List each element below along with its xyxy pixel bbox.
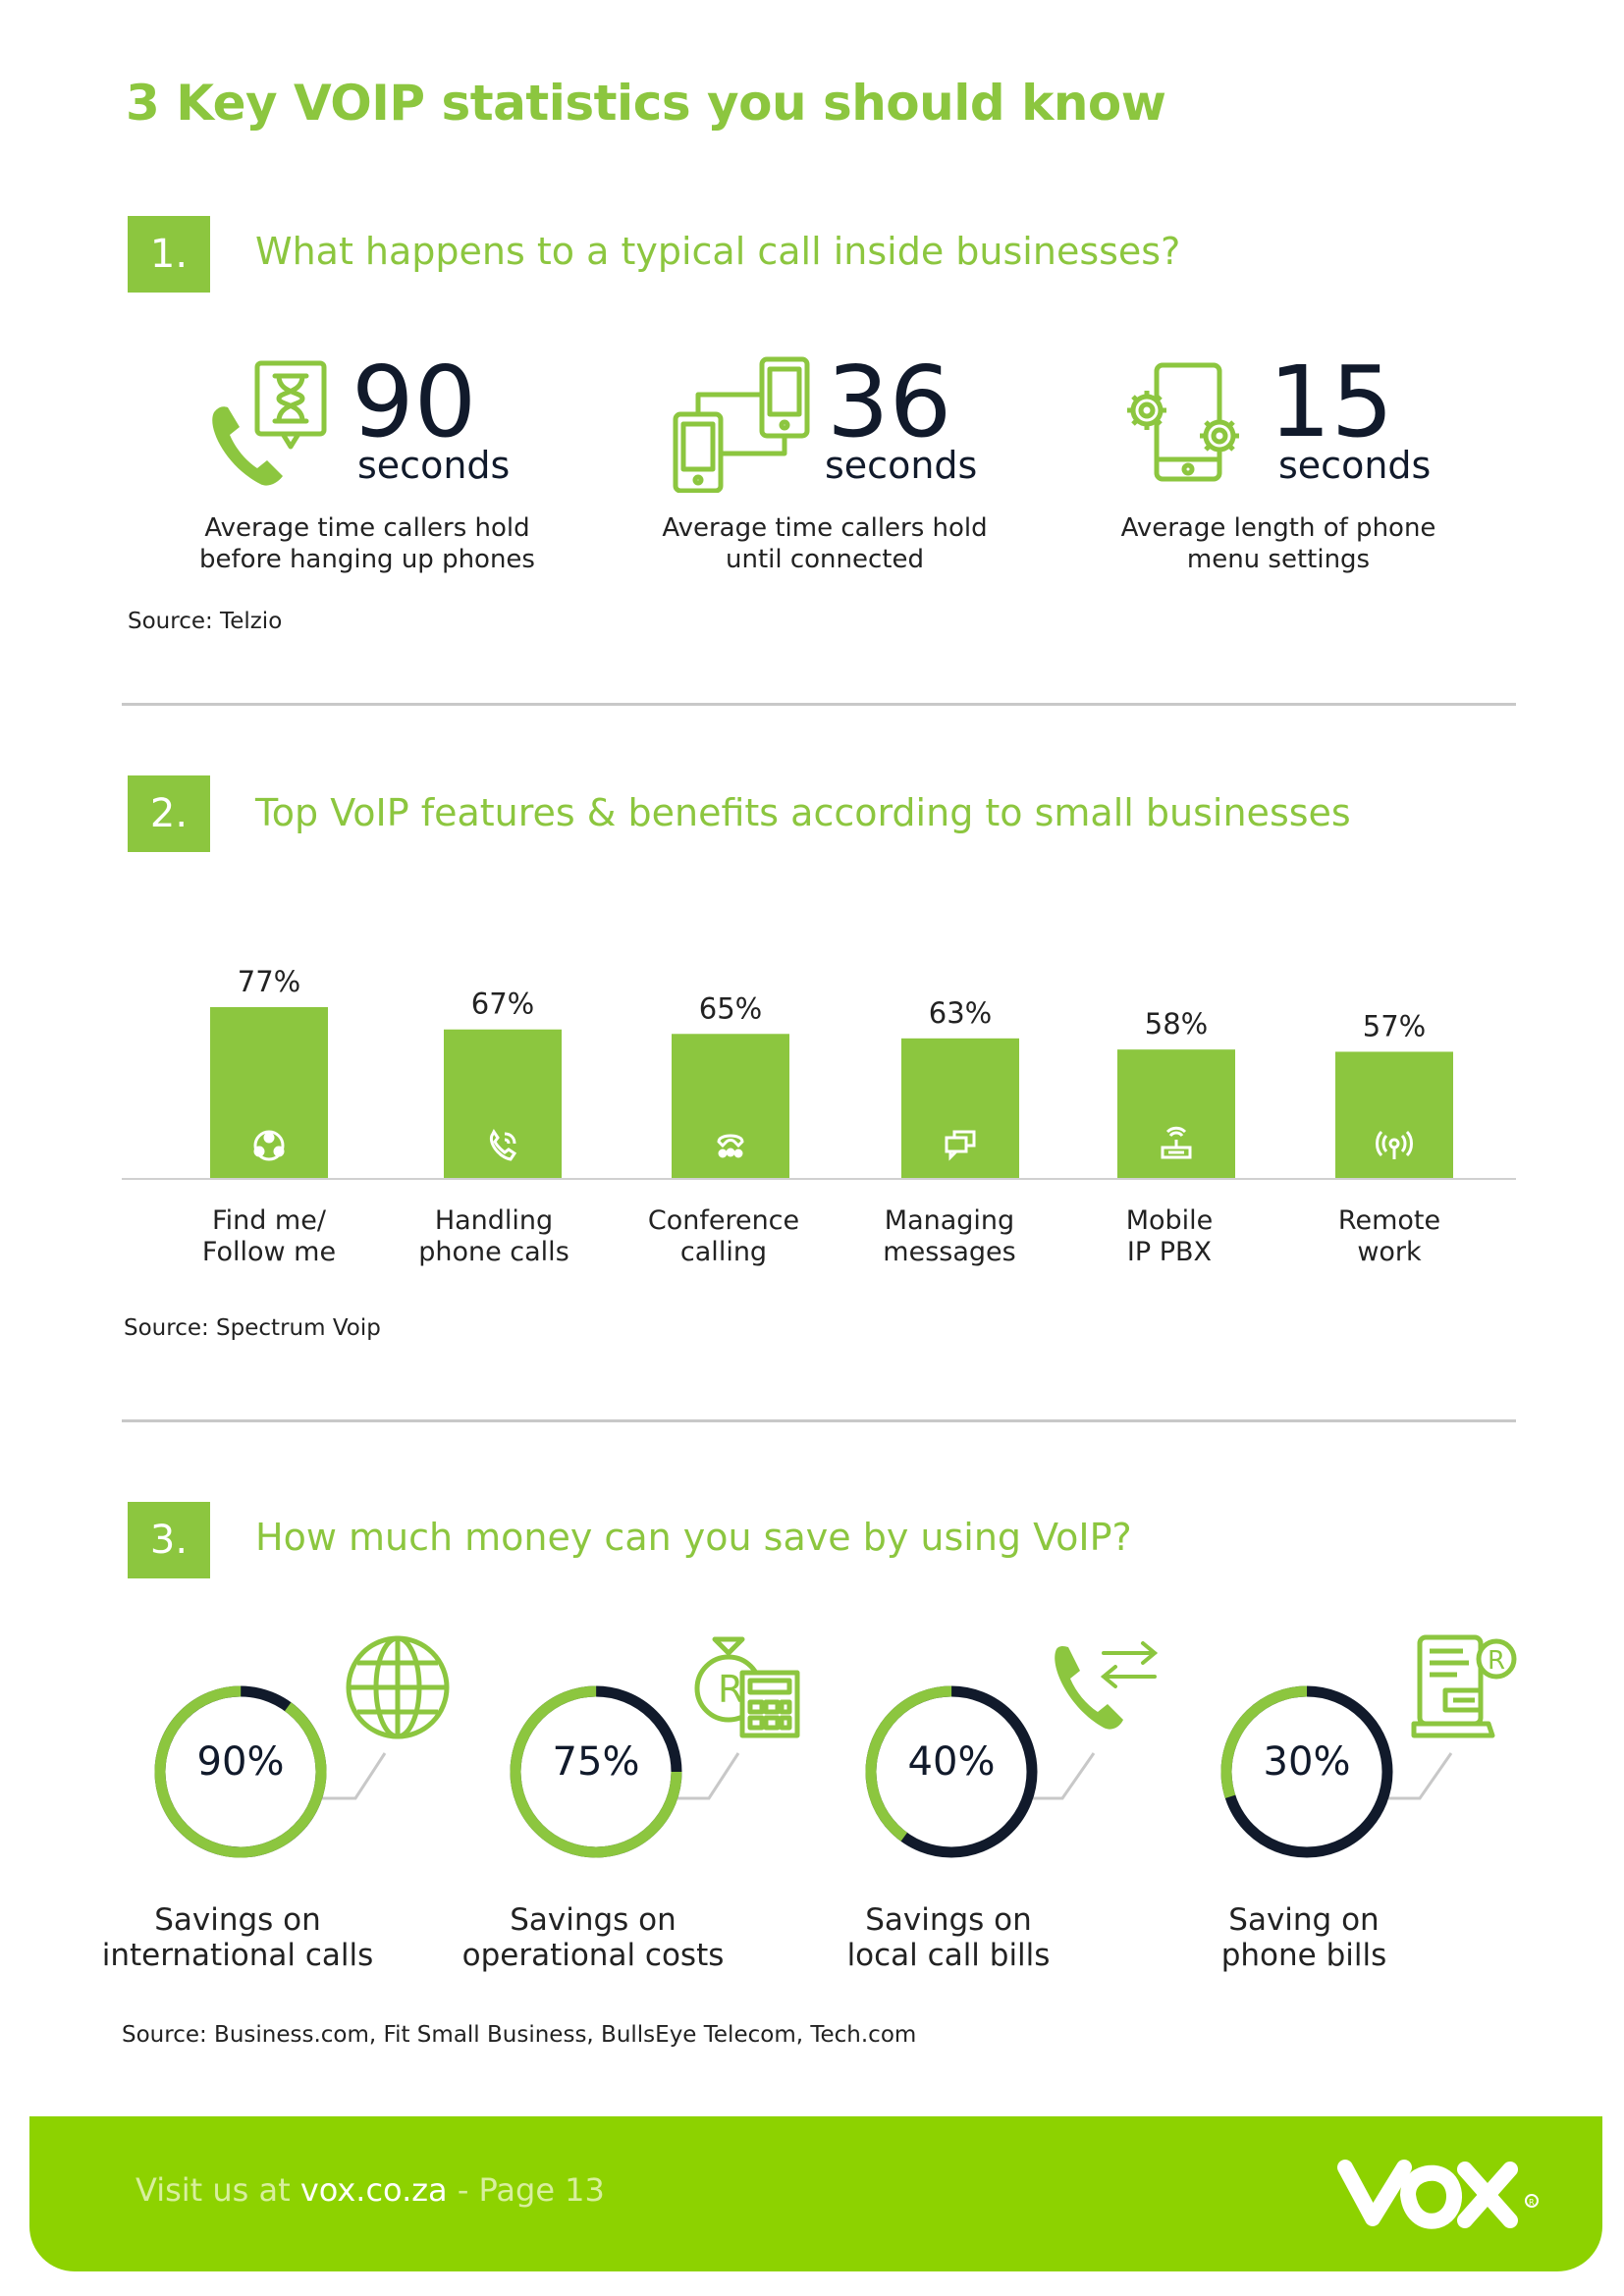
category-label: Mobile IP PBX (1125, 1205, 1214, 1267)
bar-value-label: 58% (1145, 1007, 1208, 1041)
antenna-icon (1376, 1130, 1413, 1159)
savings-label: Savings on local call bills (846, 1902, 1051, 1973)
savings-label: Saving on phone bills (1220, 1902, 1387, 1973)
stat-3-value: 15 (1269, 345, 1394, 459)
category-label: Find me/ Follow me (201, 1205, 337, 1267)
footer-prefix: Visit us at (135, 2171, 300, 2209)
category-label: Remote work (1337, 1205, 1441, 1267)
connected-phones-icon (673, 356, 810, 493)
bar (210, 1007, 328, 1179)
messages-icon (945, 1130, 976, 1161)
stat-3-unit: seconds (1278, 444, 1432, 487)
donut-fill (865, 1685, 1038, 1858)
section-3-number: 3. (128, 1502, 210, 1578)
savings-value: 90% (196, 1739, 285, 1785)
svg-text:R: R (1488, 1646, 1505, 1676)
savings-label: Savings on operational costs (461, 1902, 725, 1973)
footer-link[interactable]: vox.co.za (299, 2171, 448, 2209)
bill-icon: R (1411, 1634, 1517, 1738)
router-icon (1161, 1126, 1192, 1159)
phone-hourglass-icon (212, 360, 327, 486)
bar-value-label: 67% (471, 988, 534, 1021)
section-1-number: 1. (128, 216, 210, 293)
stat-1-description: Average time callers hold before hanging… (199, 513, 535, 574)
divider (122, 703, 1516, 706)
registered-mark: R (1529, 2198, 1535, 2207)
category-label: Managing messages (883, 1205, 1016, 1267)
follow-me-icon (253, 1130, 285, 1161)
bar (901, 1038, 1019, 1179)
svg-text:R: R (718, 1668, 743, 1711)
savings-donut (154, 1685, 327, 1858)
vox-logo: R (1337, 2160, 1539, 2229)
savings-label: Savings on international calls (101, 1902, 374, 1973)
bar (444, 1029, 562, 1179)
donut-fill (154, 1685, 327, 1858)
donut-fill (510, 1685, 682, 1858)
savings-donut (510, 1685, 682, 1858)
section-2-number: 2. (128, 775, 210, 852)
savings-value: 75% (552, 1739, 640, 1785)
bar-value-label: 63% (929, 996, 992, 1030)
footer-page: - Page 13 (447, 2171, 605, 2209)
divider (122, 1419, 1516, 1422)
section-2-title: Top VoIP features & benefits according t… (255, 791, 1351, 834)
bar-value-label: 77% (238, 965, 300, 998)
category-label: Handling phone calls (418, 1205, 569, 1267)
section-2-source: Source: Spectrum Voip (124, 1315, 381, 1341)
stat-1-value: 90 (352, 345, 477, 459)
phone-arrows-icon (1055, 1641, 1159, 1730)
bar-value-label: 65% (699, 991, 762, 1025)
phone-call-icon (490, 1129, 517, 1161)
stat-1-unit: seconds (357, 444, 511, 487)
donut-fill (1220, 1685, 1393, 1858)
bar-value-label: 57% (1363, 1009, 1426, 1042)
money-calculator-icon: R (694, 1636, 800, 1738)
globe-icon (346, 1635, 450, 1739)
savings-value: 40% (907, 1739, 996, 1785)
section-3-source: Source: Business.com, Fit Small Business… (122, 2022, 917, 2048)
savings-value: 30% (1263, 1739, 1351, 1785)
stat-3-description: Average length of phone menu settings (1120, 513, 1436, 574)
section-3-title: How much money can you save by using VoI… (255, 1516, 1132, 1559)
stat-2-value: 36 (827, 345, 952, 459)
category-label: Conference calling (647, 1205, 800, 1267)
page-title: 3 Key VOIP statistics you should know (126, 75, 1166, 132)
stat-2-unit: seconds (825, 444, 978, 487)
stat-2-description: Average time callers hold until connecte… (662, 513, 988, 574)
footer: Visit us at vox.co.za - Page 13 R (29, 2116, 1602, 2271)
section-1-title: What happens to a typical call inside bu… (255, 230, 1181, 273)
section-1-source: Source: Telzio (128, 609, 283, 634)
savings-donut (1220, 1685, 1393, 1858)
conference-icon (717, 1134, 744, 1158)
phone-settings-icon (1127, 362, 1239, 482)
savings-donut (865, 1685, 1038, 1858)
features-bar-chart: 77% 67% 65% 63% 58% 57% (122, 965, 1516, 1180)
footer-text: Visit us at vox.co.za - Page 13 (135, 2171, 605, 2209)
